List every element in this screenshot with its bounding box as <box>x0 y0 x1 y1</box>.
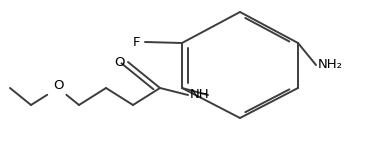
Text: O: O <box>53 79 63 92</box>
Text: O: O <box>114 56 124 68</box>
Text: NH: NH <box>190 88 210 102</box>
Text: F: F <box>132 36 140 48</box>
Text: NH₂: NH₂ <box>318 58 343 71</box>
